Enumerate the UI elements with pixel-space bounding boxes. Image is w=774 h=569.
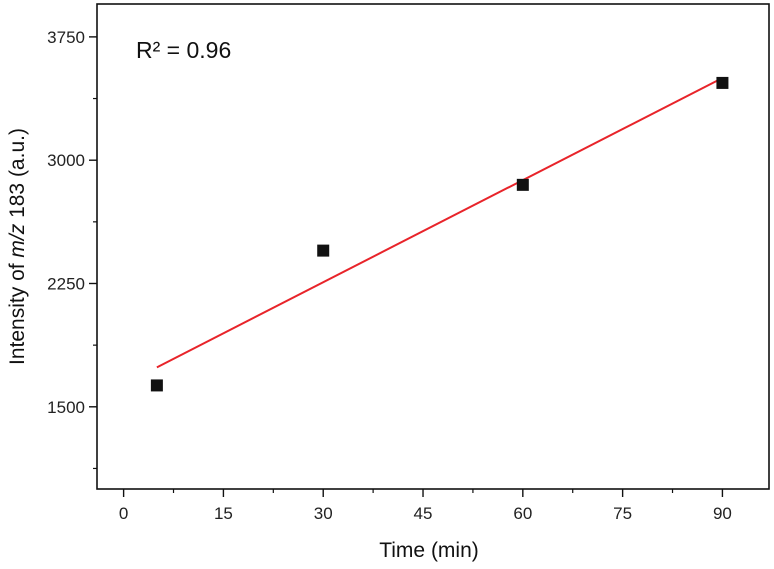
x-axis: 0 15 30 45 60 75 90 <box>119 489 732 523</box>
y-axis-title-prefix: Intensity of <box>6 258 29 365</box>
y-tick-label: 3000 <box>47 151 85 170</box>
x-tick-label: 75 <box>613 504 632 523</box>
x-tick-label: 0 <box>119 504 128 523</box>
y-axis-title: Intensity of m/z 183 (a.u.) <box>6 128 29 365</box>
data-point <box>716 76 729 89</box>
data-point <box>516 178 529 191</box>
x-tick-label: 45 <box>414 504 433 523</box>
x-axis-title: Time (min) <box>379 539 479 562</box>
x-tick-label: 60 <box>513 504 532 523</box>
y-axis-title-italic: m/z <box>6 223 29 257</box>
y-tick-label: 2250 <box>47 274 85 293</box>
data-point <box>317 244 330 257</box>
linear-fit-line <box>156 77 723 369</box>
data-point <box>150 379 163 392</box>
plot-area-frame <box>96 3 770 490</box>
x-tick-label: 30 <box>314 504 333 523</box>
x-tick-label: 15 <box>214 504 233 523</box>
x-tick-label: 90 <box>713 504 732 523</box>
data-points <box>150 76 729 392</box>
y-axis-title-suffix: 183 (a.u.) <box>6 128 29 224</box>
y-tick-label: 1500 <box>47 398 85 417</box>
r-squared-annotation: R² = 0.96 <box>136 37 231 63</box>
y-tick-label: 3750 <box>47 28 85 47</box>
y-axis: 1500 2250 3000 3750 <box>47 28 97 470</box>
